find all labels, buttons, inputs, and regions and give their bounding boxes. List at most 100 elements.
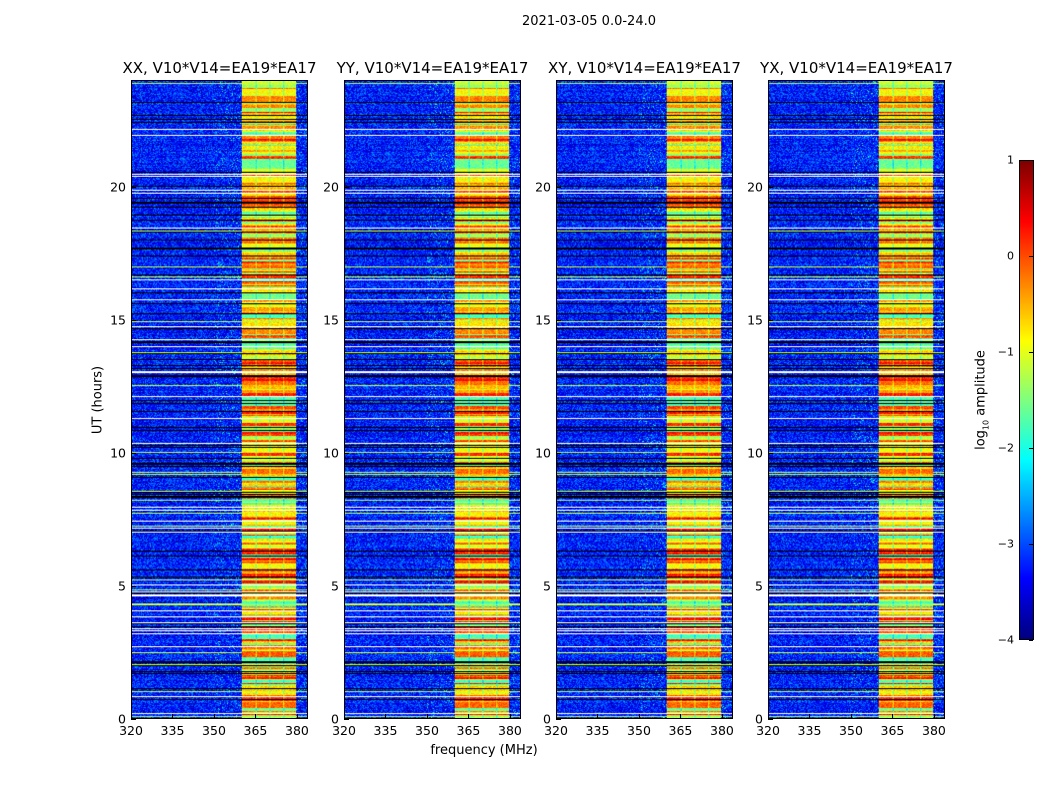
x-tick-mark	[468, 714, 470, 719]
y-tick-mark	[768, 186, 773, 188]
y-tick-mark	[556, 186, 561, 188]
x-tick-mark	[426, 714, 428, 719]
x-tick-label: 335	[373, 723, 398, 738]
colorbar-tick-mark	[1029, 352, 1033, 353]
x-tick-mark	[509, 714, 511, 719]
x-tick-label: 320	[756, 723, 780, 738]
y-tick-label: 5	[118, 578, 126, 594]
colorbar-tick-mark	[1029, 256, 1033, 257]
x-tick-mark	[892, 714, 894, 719]
y-tick-mark	[556, 585, 561, 587]
x-tick-mark	[768, 714, 769, 719]
x-tick-label: 350	[202, 723, 226, 738]
y-tick-label: 20	[323, 179, 339, 194]
y-tick-mark	[131, 186, 136, 188]
x-tick-mark	[172, 714, 174, 719]
colorbar-tick-mark	[1029, 640, 1033, 641]
y-tick-label: 0	[331, 711, 339, 727]
x-tick-label: 365	[243, 723, 268, 738]
panel-title: YY, V10*V14=EA19*EA17	[336, 59, 529, 77]
x-tick-mark	[680, 714, 682, 719]
y-tick-label: 10	[323, 445, 339, 461]
y-tick-label: 10	[110, 445, 126, 461]
x-tick-mark	[809, 714, 811, 719]
x-tick-mark	[850, 714, 852, 719]
y-tick-label: 15	[747, 312, 763, 328]
colorbar-tick-label: 0	[1007, 249, 1014, 263]
y-tick-mark	[344, 452, 349, 454]
y-tick-mark	[344, 186, 349, 188]
x-tick-mark	[131, 714, 132, 719]
y-tick-mark	[344, 585, 349, 587]
x-tick-mark	[597, 714, 599, 719]
x-tick-mark	[638, 714, 640, 719]
colorbar-tick-mark	[1029, 160, 1033, 161]
colorbar-tick-mark	[1029, 448, 1033, 449]
colorbar-tick-label: −1	[997, 345, 1014, 359]
x-tick-mark	[213, 714, 215, 719]
x-tick-mark	[344, 714, 345, 719]
y-tick-mark	[131, 452, 136, 454]
colorbar-tick-mark	[1029, 544, 1033, 545]
x-tick-mark	[556, 714, 557, 719]
x-tick-label: 365	[456, 723, 481, 738]
y-tick-mark	[131, 719, 136, 720]
waterfall-panel-2	[556, 80, 733, 719]
x-tick-label: 320	[119, 723, 143, 738]
x-tick-label: 335	[160, 723, 185, 738]
heatmap-canvas	[769, 81, 944, 718]
y-tick-mark	[768, 452, 773, 454]
y-tick-label: 5	[755, 578, 763, 594]
x-tick-label: 335	[585, 723, 610, 738]
y-tick-mark	[131, 585, 136, 587]
x-tick-label: 350	[627, 723, 651, 738]
waterfall-panel-1	[344, 80, 521, 719]
waterfall-panel-0	[131, 80, 308, 719]
heatmap-canvas	[345, 81, 520, 718]
colorbar-tick-label: 1	[1007, 153, 1014, 167]
y-tick-label: 20	[747, 179, 763, 194]
panel-title: XY, V10*V14=EA19*EA17	[548, 59, 741, 77]
colorbar-label: log10 amplitude	[973, 350, 991, 450]
y-tick-mark	[768, 585, 773, 587]
colorbar	[1019, 160, 1034, 640]
x-tick-label: 380	[498, 723, 522, 738]
y-tick-label: 0	[118, 711, 126, 727]
x-tick-label: 380	[285, 723, 309, 738]
y-tick-mark	[556, 719, 561, 720]
y-tick-label: 15	[323, 312, 339, 328]
x-tick-mark	[933, 714, 935, 719]
colorbar-tick-label: −3	[997, 537, 1014, 551]
y-tick-label: 0	[755, 711, 763, 727]
colorbar-tick-label: −2	[997, 441, 1014, 455]
y-axis-label: UT (hours)	[90, 365, 106, 435]
x-tick-label: 350	[415, 723, 439, 738]
x-tick-label: 320	[332, 723, 356, 738]
x-tick-mark	[255, 714, 257, 719]
x-tick-label: 380	[922, 723, 946, 738]
y-tick-mark	[344, 319, 349, 321]
x-tick-label: 320	[544, 723, 568, 738]
y-tick-label: 15	[110, 312, 126, 328]
panel-title: YX, V10*V14=EA19*EA17	[760, 59, 953, 77]
y-tick-label: 10	[747, 445, 763, 461]
y-tick-mark	[131, 319, 136, 321]
x-tick-label: 335	[797, 723, 822, 738]
heatmap-canvas	[132, 81, 307, 718]
heatmap-canvas	[557, 81, 732, 718]
y-tick-label: 15	[535, 312, 551, 328]
x-axis-label: frequency (MHz)	[430, 743, 538, 758]
x-tick-mark	[385, 714, 387, 719]
waterfall-panel-3	[768, 80, 945, 719]
y-tick-label: 10	[535, 445, 551, 461]
panel-title: XX, V10*V14=EA19*EA17	[122, 59, 317, 77]
y-tick-mark	[768, 319, 773, 321]
x-tick-mark	[721, 714, 723, 719]
y-tick-mark	[344, 719, 349, 720]
y-tick-mark	[556, 319, 561, 321]
x-tick-label: 365	[880, 723, 905, 738]
colorbar-tick-label: −4	[997, 633, 1014, 647]
y-tick-label: 20	[535, 179, 551, 194]
y-tick-label: 0	[543, 711, 551, 727]
